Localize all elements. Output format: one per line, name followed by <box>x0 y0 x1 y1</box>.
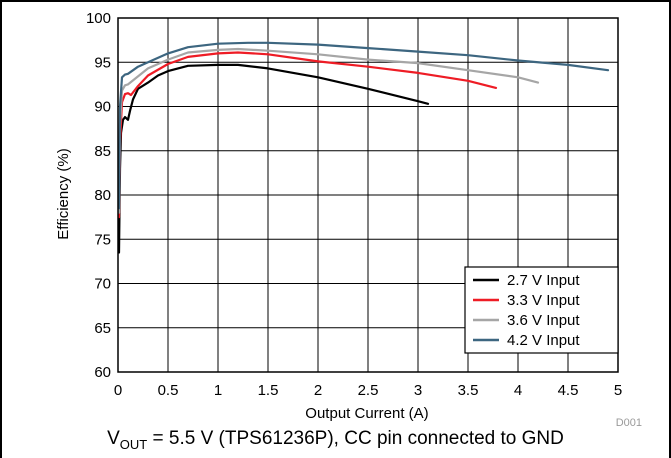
legend-label: 4.2 V Input <box>507 332 580 349</box>
figure-id: D001 <box>616 417 642 428</box>
frame-left-border <box>0 0 2 458</box>
legend: 2.7 V Input 3.3 V Input 3.6 V Input 4.2 V I… <box>464 266 619 354</box>
tick-labels: 0 0.5 1 1.5 2 2.5 3 3.5 4 4.5 5 60 65 70 75 80 85 90 95 100 <box>86 10 622 399</box>
efficiency-chart: 0 0.5 1 1.5 2 2.5 3 3.5 4 4.5 5 60 65 70 75 80 85 90 95 100… <box>55 10 642 428</box>
series-line <box>117 51 498 219</box>
x-tick-label: 2 <box>314 382 322 399</box>
caption-subscript: OUT <box>119 436 148 452</box>
y-tick-label: 65 <box>94 320 111 337</box>
x-tick-label: 0 <box>114 382 122 399</box>
legend-label: 3.3 V Input <box>507 292 580 309</box>
legend-label: 3.6 V Input <box>507 312 580 329</box>
y-axis-label: Efficiency (%) <box>55 148 72 239</box>
figure-caption: VOUT = 5.5 V (TPS61236P), CC pin connect… <box>0 428 671 452</box>
y-tick-label: 85 <box>94 143 111 160</box>
x-tick-label: 5 <box>614 382 622 399</box>
legend-box <box>464 266 619 354</box>
x-tick-label: 2.5 <box>358 382 379 399</box>
x-tick-label: 1 <box>214 382 222 399</box>
series-line <box>117 41 610 210</box>
series-line <box>117 47 540 214</box>
x-tick-label: 3 <box>414 382 422 399</box>
caption-prefix: V <box>107 428 120 449</box>
y-tick-label: 75 <box>94 231 111 248</box>
axes <box>117 17 619 373</box>
plot-border <box>117 17 619 373</box>
frame-top-border <box>0 0 671 2</box>
x-tick-label: 1.5 <box>258 382 279 399</box>
series-line <box>117 63 430 254</box>
x-tick-label: 0.5 <box>158 382 179 399</box>
x-axis-label: Output Current (A) <box>305 405 428 422</box>
frame-right-border <box>669 0 671 458</box>
x-tick-label: 3.5 <box>458 382 479 399</box>
y-tick-label: 100 <box>86 10 111 27</box>
y-tick-label: 70 <box>94 276 111 293</box>
legend-label: 2.7 V Input <box>507 272 580 289</box>
y-tick-label: 95 <box>94 54 111 71</box>
x-tick-label: 4.5 <box>558 382 579 399</box>
series-layer <box>117 41 610 254</box>
y-tick-label: 90 <box>94 99 111 116</box>
caption-text: = 5.5 V (TPS61236P), CC pin connected to… <box>147 428 564 449</box>
y-tick-label: 80 <box>94 187 111 204</box>
x-tick-label: 4 <box>514 382 522 399</box>
y-tick-label: 60 <box>94 364 111 381</box>
